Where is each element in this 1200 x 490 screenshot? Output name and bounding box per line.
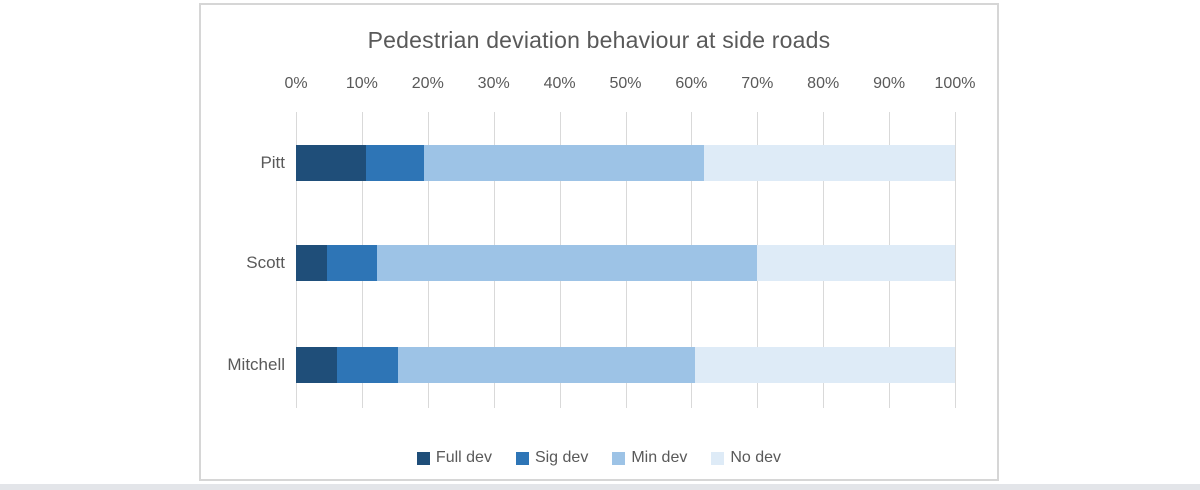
bar-segment-sig-dev [365,145,425,181]
bar-segment-min-dev [377,245,758,281]
bar-row-mitchell [296,347,955,383]
category-label-scott: Scott [246,253,285,272]
bar-row-scott [296,245,955,281]
chart-title: Pedestrian deviation behaviour at side r… [367,27,831,53]
x-tick-label: 50% [609,75,642,92]
bar-row-pitt [296,145,955,181]
legend-label: Min dev [631,449,688,466]
bar-segment-no-dev [694,347,955,383]
legend-item-full-dev: Full dev [416,449,492,467]
bar-segment-full-dev [296,245,327,281]
legend-swatch-min-dev [612,451,626,465]
legend-item-min-dev: Min dev [612,449,687,467]
legend-swatch-full-dev [416,451,430,465]
category-label-pitt: Pitt [260,153,285,172]
legend-label: No dev [730,449,782,466]
bar-segment-min-dev [398,347,695,383]
x-tick-label: 60% [675,75,708,92]
bar-segment-no-dev [757,245,955,281]
legend-item-no-dev: No dev [711,449,781,467]
x-tick-label: 100% [934,75,976,92]
category-label-mitchell: Mitchell [227,355,285,374]
x-tick-label: 80% [807,75,840,92]
bar-segment-full-dev [296,145,366,181]
chart-panel: Pedestrian deviation behaviour at side r… [199,3,999,481]
bar-segment-full-dev [296,347,337,383]
x-tick-label: 10% [345,75,378,92]
legend-label: Full dev [435,449,492,466]
x-tick-label: 30% [477,75,510,92]
gridline [955,112,956,408]
bar-segment-no-dev [703,145,955,181]
bar-segment-min-dev [424,145,704,181]
x-tick-label: 70% [741,75,774,92]
bar-segment-sig-dev [336,347,399,383]
x-tick-label: 90% [873,75,906,92]
legend: Full dev Sig dev Min dev No dev [201,449,997,467]
legend-item-sig-dev: Sig dev [515,449,589,467]
legend-swatch-sig-dev [515,451,529,465]
window-bottom-strip [0,484,1200,490]
x-tick-label: 0% [284,75,308,92]
legend-label: Sig dev [534,449,589,466]
x-tick-label: 40% [543,75,576,92]
bar-segment-sig-dev [326,245,378,281]
legend-swatch-no-dev [711,451,725,465]
x-tick-label: 20% [411,75,444,92]
